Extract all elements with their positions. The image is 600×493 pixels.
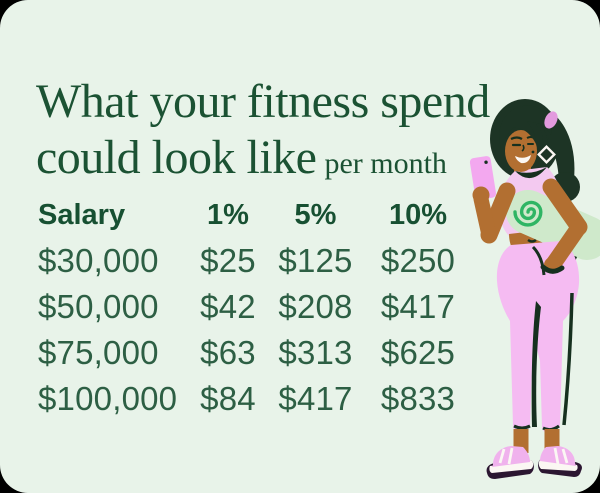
title-line1: What your fitness spend bbox=[36, 75, 490, 129]
table-cell-10pct: $625 bbox=[380, 334, 456, 371]
column-header-5pct: 5% bbox=[294, 198, 337, 231]
woman-with-phone-and-yoga-mat-illustration bbox=[469, 99, 600, 479]
table-cell-10pct: $250 bbox=[380, 242, 456, 279]
column-header-salary: Salary bbox=[38, 198, 126, 231]
leggings bbox=[496, 241, 580, 434]
table-cell-1pct: $84 bbox=[200, 380, 256, 417]
hair-front-icon bbox=[499, 105, 552, 159]
table-cell-salary: $100,000 bbox=[38, 380, 178, 417]
left-arm bbox=[540, 178, 588, 274]
table-cell-1pct: $63 bbox=[200, 334, 256, 371]
table-cell-salary: $30,000 bbox=[38, 242, 159, 279]
salary-spend-table: Salary 1% 5% 10% $30,000 $25 $125 $250 $… bbox=[38, 194, 473, 422]
page-title: What your fitness spend could look like p… bbox=[36, 74, 596, 192]
table-cell-1pct: $42 bbox=[200, 288, 256, 325]
table-cell-10pct: $417 bbox=[380, 288, 456, 325]
face bbox=[505, 130, 537, 172]
table-cell-5pct: $125 bbox=[278, 242, 353, 279]
table-cell-10pct: $833 bbox=[380, 380, 456, 417]
earring-icon bbox=[537, 145, 556, 164]
table-cell-5pct: $313 bbox=[278, 334, 353, 371]
column-header-10pct: 10% bbox=[388, 198, 448, 231]
table-row: $50,000 $42 $208 $417 bbox=[38, 284, 473, 330]
right-sneaker-icon bbox=[538, 446, 583, 477]
table-row: $100,000 $84 $417 $833 bbox=[38, 376, 473, 422]
table-row: $30,000 $25 $125 $250 bbox=[38, 238, 473, 284]
table-body: $30,000 $25 $125 $250 $50,000 $42 $208 $… bbox=[38, 238, 473, 422]
left-sneaker-icon bbox=[486, 446, 534, 479]
column-header-1pct: 1% bbox=[207, 198, 249, 231]
table-row: $75,000 $63 $313 $625 bbox=[38, 330, 473, 376]
title-suffix: per month bbox=[324, 147, 447, 181]
table-cell-salary: $50,000 bbox=[38, 288, 159, 325]
navel bbox=[527, 239, 537, 243]
table-cell-1pct: $25 bbox=[200, 242, 256, 279]
table-header-row: Salary 1% 5% 10% bbox=[38, 194, 473, 236]
right-hand bbox=[472, 186, 490, 204]
table-cell-salary: $75,000 bbox=[38, 334, 159, 371]
title-line2: could look like bbox=[36, 131, 317, 185]
table-cell-5pct: $417 bbox=[278, 380, 353, 417]
neckline-shadow bbox=[515, 167, 547, 179]
scrunchie-icon bbox=[544, 111, 558, 129]
right-arm bbox=[473, 182, 516, 244]
mat-spiral-icon bbox=[513, 200, 543, 227]
table-cell-5pct: $208 bbox=[278, 288, 353, 325]
